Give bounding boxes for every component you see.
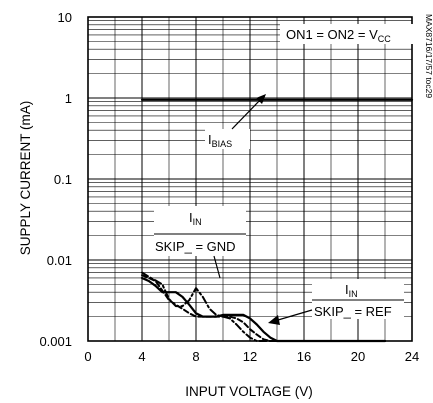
iin-ref-pointer	[277, 309, 313, 321]
x-axis-label: INPUT VOLTAGE (V)	[185, 384, 313, 399]
y-tick-label: 1	[65, 91, 72, 106]
x-tick-label: 8	[192, 349, 199, 364]
ibias-label-box	[205, 129, 250, 149]
series-line-4	[141, 271, 386, 342]
major-gridlines	[88, 17, 412, 341]
x-tick-label: 0	[84, 349, 91, 364]
x-tick-label: 20	[351, 349, 365, 364]
condition-box	[280, 24, 413, 44]
iin-gnd-pointer	[213, 255, 221, 279]
iin-ref-label: IIN	[345, 282, 358, 299]
plot-frame	[87, 16, 413, 342]
x-tick-label: 16	[297, 349, 311, 364]
series-layer	[140, 98, 414, 343]
x-tick-label: 24	[405, 349, 419, 364]
y-tick-label: 0.01	[47, 253, 72, 268]
iin-ref-label-box	[312, 279, 404, 319]
y-tick-label: 10	[58, 10, 72, 25]
figure-id: MAX8716/17/57 toc29	[424, 14, 433, 98]
iin-ref-condition: SKIP_ = REF	[314, 304, 392, 319]
x-tick-label: 4	[138, 349, 145, 364]
iin-ref-arrowhead	[268, 315, 280, 325]
x-tick-label: 12	[243, 349, 257, 364]
ibias-arrowhead	[256, 94, 266, 104]
tick-labels: 0 4 8 12 16 20 24 0.001 0.01 0.1 1 10	[39, 10, 419, 364]
iin-gnd-label-box	[154, 206, 246, 256]
iin-gnd-condition: SKIP_ = GND	[155, 239, 236, 254]
ibias-pointer	[231, 97, 263, 130]
y-tick-label: 0.001	[39, 334, 72, 349]
y-tick-label: 0.1	[54, 172, 72, 187]
iin-gnd-label: IIN	[189, 210, 202, 227]
ibias-label: IBIAS	[208, 132, 232, 149]
condition-label: ON1 = ON2 = VCC	[286, 27, 391, 44]
y-axis-label: SUPPLY CURRENT (mA)	[18, 101, 33, 256]
